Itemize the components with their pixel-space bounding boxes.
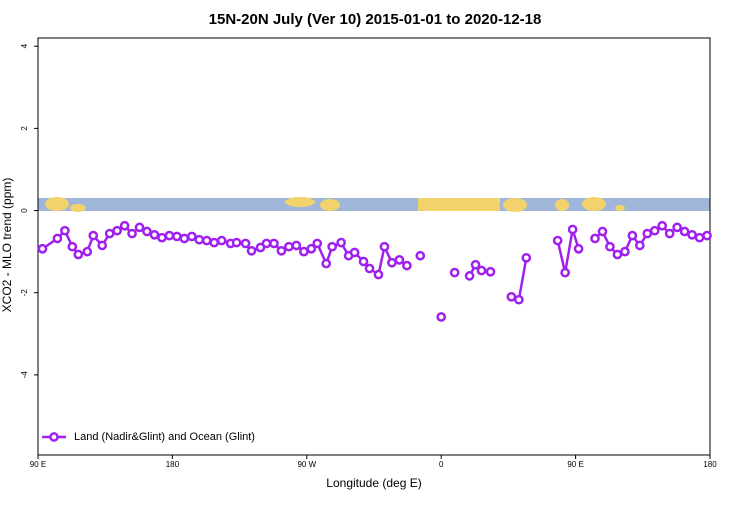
data-point: [358, 256, 369, 267]
data-point: [642, 228, 653, 239]
x-tick-label: 90 W: [297, 460, 316, 469]
data-point: [327, 241, 338, 252]
data-point: [216, 235, 227, 246]
data-point: [470, 259, 481, 270]
data-point: [240, 238, 251, 249]
data-point: [672, 222, 682, 233]
data-point: [269, 238, 279, 249]
data-point: [521, 252, 532, 263]
data-point: [321, 258, 332, 269]
data-point: [567, 224, 578, 235]
data-point: [231, 237, 242, 248]
data-point: [449, 267, 460, 278]
data-point: [387, 257, 397, 268]
y-tick-label: -4: [20, 371, 29, 379]
data-point: [37, 243, 48, 254]
data-point: [464, 271, 475, 281]
data-point: [476, 265, 487, 276]
data-point: [634, 240, 645, 251]
data-point: [149, 229, 160, 240]
data-point: [52, 233, 63, 244]
data-point: [194, 234, 205, 245]
data-point: [104, 228, 115, 239]
data-point: [394, 255, 405, 265]
data-point: [687, 229, 697, 240]
data-point: [373, 269, 384, 280]
plot-frame: [37, 37, 711, 456]
data-point: [164, 230, 175, 241]
data-point: [679, 226, 690, 237]
data-point: [88, 230, 99, 241]
data-point: [379, 241, 390, 252]
data-point: [514, 294, 524, 305]
data-point: [291, 240, 302, 251]
data-point: [560, 267, 570, 278]
data-point: [649, 225, 660, 236]
data-point: [67, 241, 78, 252]
data-point: [336, 237, 346, 248]
data-point: [157, 232, 167, 243]
data-point: [552, 235, 563, 246]
data-point: [298, 246, 309, 257]
data-point: [364, 263, 375, 274]
series-line: [41, 224, 708, 302]
y-tick-label: -2: [20, 289, 29, 297]
legend-label: Land (Nadir&Glint) and Ocean (Glint): [74, 431, 255, 443]
y-tick-label: 2: [20, 126, 29, 131]
x-tick-label: 90 E: [30, 460, 46, 469]
data-point: [119, 220, 130, 231]
data-point: [172, 231, 182, 242]
data-point: [664, 228, 675, 239]
data-point: [702, 230, 712, 241]
x-tick-label: 180: [703, 460, 717, 469]
data-point: [306, 243, 317, 254]
data-point: [246, 245, 257, 256]
data-point: [573, 243, 584, 254]
data-point: [349, 247, 360, 258]
x-tick-label: 180: [166, 460, 180, 469]
data-point: [620, 246, 630, 257]
data-point: [201, 235, 212, 246]
x-tick-label: 90 E: [567, 460, 583, 469]
data-point: [284, 241, 294, 252]
y-axis-label: XCO2 - MLO trend (ppm): [0, 178, 14, 313]
data-point: [60, 225, 70, 236]
data-point: [142, 226, 152, 237]
data-point: [73, 249, 84, 260]
x-tick-label: 0: [439, 460, 444, 469]
data-point: [605, 241, 615, 252]
data-point: [179, 233, 190, 244]
data-point: [657, 220, 668, 231]
y-tick-label: 0: [20, 208, 29, 213]
data-point: [112, 225, 122, 236]
data-point: [402, 260, 412, 271]
x-axis-label: Longitude (deg E): [326, 476, 421, 490]
data-point: [97, 240, 108, 251]
data-point: [415, 250, 426, 261]
data-point: [694, 232, 705, 243]
data-point: [506, 291, 517, 302]
data-point: [436, 312, 447, 322]
data-point: [134, 222, 145, 233]
data-point: [312, 238, 323, 249]
data-point: [261, 238, 272, 249]
data-point: [82, 246, 93, 257]
data-point: [627, 230, 638, 241]
map-strip: [38, 197, 710, 212]
data-point: [590, 233, 600, 244]
y-tick-label: 4: [20, 43, 29, 48]
chart-title: 15N-20N July (Ver 10) 2015-01-01 to 2020…: [209, 11, 542, 28]
data-point: [597, 226, 608, 237]
data-point: [186, 231, 197, 242]
data-point: [127, 228, 137, 239]
data-point: [485, 266, 496, 277]
data-point: [276, 245, 287, 256]
data-point: [209, 237, 220, 248]
data-point: [612, 249, 623, 260]
legend-marker: [49, 432, 59, 442]
